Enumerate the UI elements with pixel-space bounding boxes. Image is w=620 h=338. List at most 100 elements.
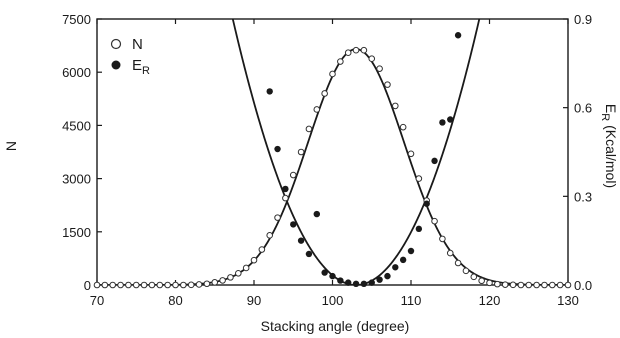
n-point bbox=[446, 249, 454, 257]
n-point bbox=[101, 281, 109, 289]
y-right-tick-label: 0.6 bbox=[574, 101, 592, 116]
n-point bbox=[219, 277, 226, 284]
n-point bbox=[509, 281, 517, 289]
n-point bbox=[470, 273, 478, 281]
n-point bbox=[494, 280, 501, 288]
legend-marker-n bbox=[110, 38, 122, 50]
legend-label-main: N bbox=[132, 36, 143, 53]
plot-frame-group bbox=[96, 18, 569, 286]
n-point bbox=[549, 281, 556, 289]
n-point bbox=[274, 214, 281, 221]
legend-label-sub: R bbox=[142, 65, 150, 77]
n-point bbox=[368, 55, 376, 63]
n-point bbox=[501, 281, 509, 288]
er-point bbox=[399, 256, 407, 264]
er-point bbox=[423, 200, 430, 207]
n-point bbox=[180, 281, 187, 289]
n-point bbox=[125, 281, 132, 289]
y-left-tick-group: 0 1500 3000 4500 6000 7500 bbox=[62, 12, 102, 293]
y-right-label-sub: R bbox=[599, 113, 611, 121]
n-point bbox=[384, 81, 391, 88]
E_R-fit-curve bbox=[231, 19, 481, 285]
er-point bbox=[376, 276, 383, 283]
n-point bbox=[289, 171, 297, 179]
plot-frame bbox=[96, 18, 569, 286]
n-point bbox=[266, 232, 274, 239]
n-point bbox=[352, 46, 360, 54]
y-right-tick-label: 0.9 bbox=[574, 12, 592, 27]
n-point bbox=[329, 70, 336, 78]
er-point bbox=[337, 277, 344, 284]
er-point bbox=[439, 119, 446, 126]
n-point bbox=[132, 281, 140, 289]
n-point bbox=[305, 125, 313, 133]
n-point bbox=[187, 281, 195, 289]
n-point bbox=[321, 90, 328, 97]
n-point bbox=[235, 269, 242, 277]
n-point bbox=[462, 267, 470, 275]
n-point bbox=[140, 281, 148, 289]
er-point bbox=[313, 210, 320, 218]
n-point bbox=[164, 281, 171, 289]
n-point bbox=[431, 217, 438, 225]
x-tick-group: 70 80 90 100 110 120 130 bbox=[90, 19, 579, 308]
y-left-tick-label: 1500 bbox=[62, 225, 91, 240]
y-left-tick-label: 7500 bbox=[62, 12, 91, 27]
y-right-tick-label: 0.3 bbox=[574, 189, 592, 204]
n-point bbox=[399, 123, 407, 131]
x-tick-label: 110 bbox=[401, 293, 422, 308]
er-point bbox=[360, 280, 368, 288]
er-point bbox=[305, 250, 313, 258]
n-point bbox=[415, 175, 423, 182]
n-point bbox=[556, 281, 564, 289]
n-point bbox=[564, 281, 572, 289]
er-point bbox=[297, 237, 305, 244]
x-tick-label: 70 bbox=[90, 293, 104, 308]
n-point bbox=[344, 49, 352, 56]
er-point bbox=[447, 116, 454, 123]
er-point bbox=[407, 247, 415, 255]
er-point bbox=[321, 269, 328, 276]
n-point bbox=[203, 280, 211, 288]
er-point bbox=[274, 145, 281, 153]
n-point bbox=[454, 259, 462, 267]
er-point bbox=[384, 272, 391, 280]
n-point bbox=[541, 281, 548, 289]
er-point bbox=[392, 264, 399, 271]
n-point bbox=[297, 148, 305, 156]
n-point bbox=[227, 274, 234, 281]
y-left-tick-label: 6000 bbox=[62, 65, 91, 80]
n-point bbox=[282, 194, 289, 202]
n-point bbox=[407, 150, 415, 158]
n-point bbox=[486, 279, 493, 287]
n-point bbox=[250, 256, 258, 264]
y-right-tick-label: 0.0 bbox=[574, 278, 592, 293]
n-point bbox=[313, 106, 321, 113]
n-point bbox=[93, 281, 101, 289]
n-point bbox=[533, 281, 540, 289]
n-point bbox=[195, 281, 203, 288]
n-point bbox=[242, 264, 250, 272]
fit-curves-group bbox=[97, 19, 568, 285]
legend-label-main: E bbox=[132, 57, 142, 74]
n-point bbox=[392, 102, 399, 110]
er-point bbox=[415, 225, 423, 233]
data-points-group bbox=[93, 32, 572, 289]
y-left-tick-label: 4500 bbox=[62, 118, 91, 133]
x-axis-label: Stacking angle (degree) bbox=[261, 318, 410, 334]
y-right-axis-label: ER (Kcal/mol) bbox=[599, 104, 619, 188]
n-point bbox=[517, 281, 525, 289]
x-tick-label: 90 bbox=[247, 293, 261, 308]
er-point bbox=[266, 88, 273, 95]
er-point bbox=[345, 279, 352, 286]
x-tick-label: 100 bbox=[322, 293, 344, 308]
y-left-axis-label: N bbox=[3, 141, 19, 151]
y-right-label-unit: (Kcal/mol) bbox=[603, 121, 619, 188]
er-point bbox=[290, 221, 297, 228]
n-point bbox=[525, 281, 533, 289]
n-point bbox=[117, 281, 124, 289]
er-point bbox=[368, 279, 375, 286]
n-point bbox=[439, 235, 446, 243]
n-point bbox=[211, 279, 219, 286]
